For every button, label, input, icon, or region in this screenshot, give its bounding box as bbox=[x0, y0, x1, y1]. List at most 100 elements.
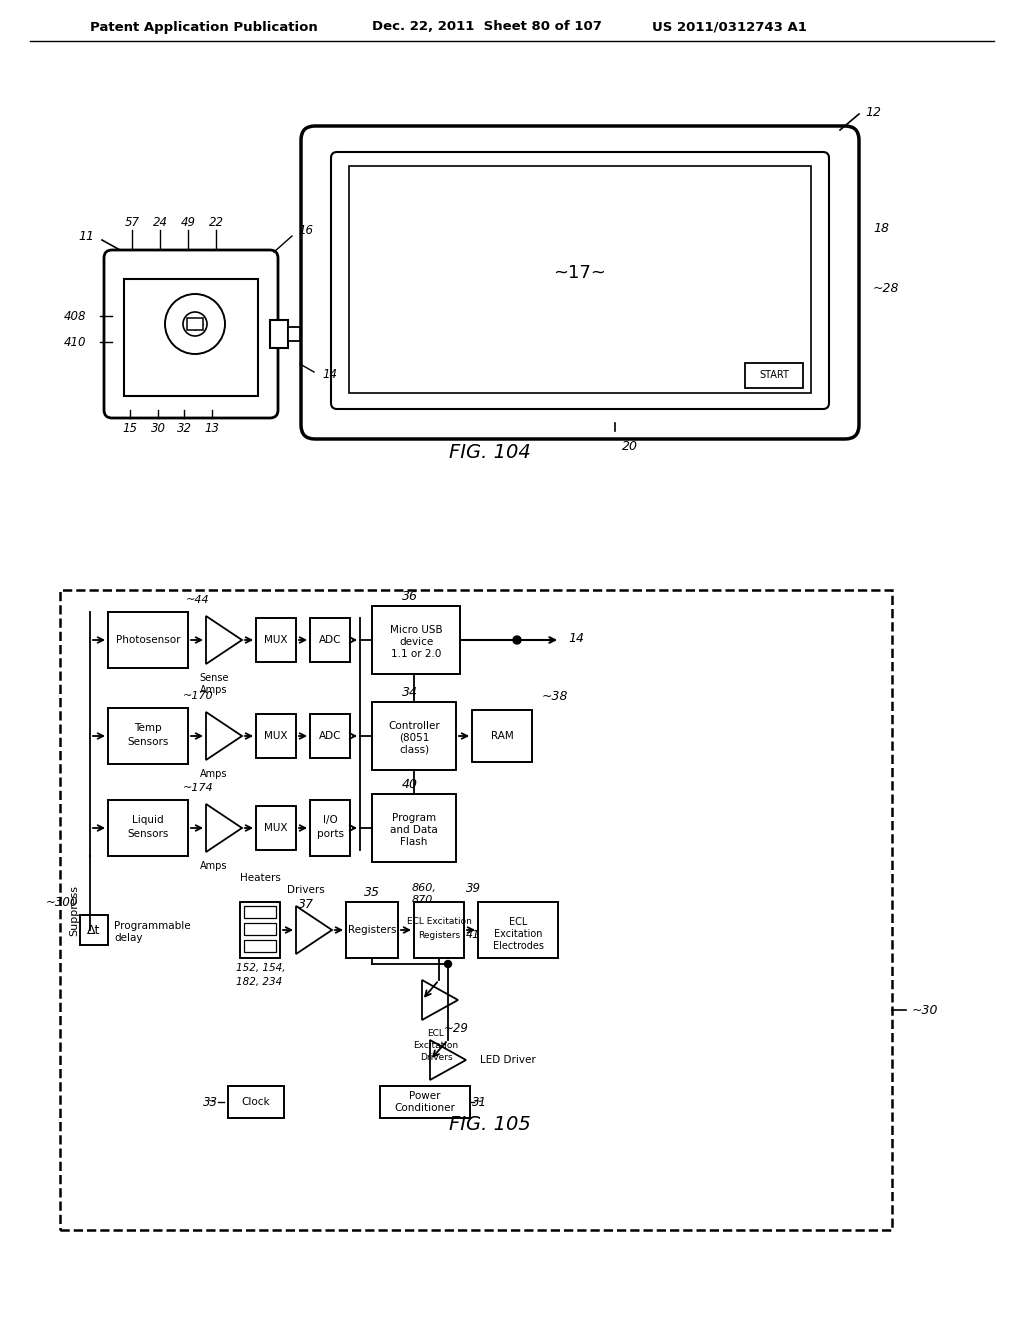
Text: and Data: and Data bbox=[390, 825, 438, 836]
Bar bbox=[288, 327, 300, 341]
Text: I/O: I/O bbox=[323, 814, 337, 825]
Text: 11: 11 bbox=[78, 230, 94, 243]
Text: 41: 41 bbox=[466, 931, 480, 940]
Text: Patent Application Publication: Patent Application Publication bbox=[90, 21, 317, 33]
Bar bbox=[228, 1086, 284, 1118]
Text: Sense: Sense bbox=[200, 673, 228, 682]
Text: Conditioner: Conditioner bbox=[394, 1104, 456, 1113]
Text: Drivers: Drivers bbox=[420, 1053, 453, 1063]
Text: 14: 14 bbox=[322, 367, 337, 380]
FancyBboxPatch shape bbox=[301, 125, 859, 440]
Text: Power: Power bbox=[410, 1092, 440, 1101]
Text: MUX: MUX bbox=[264, 635, 288, 645]
Text: 1.1 or 2.0: 1.1 or 2.0 bbox=[391, 649, 441, 659]
Text: Program: Program bbox=[392, 813, 436, 822]
Bar bbox=[80, 915, 108, 945]
Text: MUX: MUX bbox=[264, 731, 288, 741]
Text: Sensors: Sensors bbox=[127, 737, 169, 747]
Text: 34: 34 bbox=[402, 685, 418, 698]
Bar bbox=[256, 714, 296, 758]
Text: Excitation: Excitation bbox=[494, 929, 543, 939]
Text: ECL: ECL bbox=[509, 917, 527, 927]
Text: 870: 870 bbox=[412, 895, 433, 906]
Bar bbox=[108, 612, 188, 668]
Text: 14: 14 bbox=[568, 631, 584, 644]
Text: (8051: (8051 bbox=[398, 733, 429, 743]
Bar bbox=[478, 902, 558, 958]
Circle shape bbox=[513, 636, 521, 644]
Text: LED Driver: LED Driver bbox=[480, 1055, 536, 1065]
Text: Suppress: Suppress bbox=[69, 884, 79, 936]
Text: 31: 31 bbox=[472, 1096, 487, 1109]
Text: ECL: ECL bbox=[428, 1030, 444, 1039]
Text: 35: 35 bbox=[364, 886, 380, 899]
Bar bbox=[240, 902, 280, 958]
Text: FIG. 105: FIG. 105 bbox=[450, 1115, 530, 1134]
Text: 32: 32 bbox=[176, 421, 191, 434]
Bar bbox=[256, 807, 296, 850]
Bar bbox=[108, 800, 188, 855]
Text: ~38: ~38 bbox=[542, 689, 568, 702]
Text: delay: delay bbox=[114, 933, 142, 942]
Text: 37: 37 bbox=[298, 898, 314, 911]
Circle shape bbox=[444, 961, 452, 968]
Text: Sensors: Sensors bbox=[127, 829, 169, 840]
Bar bbox=[244, 940, 276, 952]
Text: Amps: Amps bbox=[201, 770, 227, 779]
Text: 12: 12 bbox=[865, 106, 881, 119]
Text: Amps: Amps bbox=[201, 861, 227, 871]
Bar bbox=[60, 590, 892, 1230]
Text: ~17~: ~17~ bbox=[554, 264, 606, 282]
Text: Clock: Clock bbox=[242, 1097, 270, 1107]
Text: ADC: ADC bbox=[318, 731, 341, 741]
Text: 22: 22 bbox=[209, 215, 223, 228]
Bar bbox=[372, 606, 460, 675]
Text: ports: ports bbox=[316, 829, 343, 840]
Text: ~28: ~28 bbox=[873, 281, 899, 294]
Text: 182, 234: 182, 234 bbox=[236, 977, 283, 987]
Bar bbox=[244, 906, 276, 917]
Bar bbox=[372, 795, 456, 862]
Text: US 2011/0312743 A1: US 2011/0312743 A1 bbox=[652, 21, 807, 33]
Text: Electrodes: Electrodes bbox=[493, 941, 544, 950]
Bar bbox=[380, 1086, 470, 1118]
Text: Registers: Registers bbox=[418, 931, 460, 940]
Text: Dec. 22, 2011  Sheet 80 of 107: Dec. 22, 2011 Sheet 80 of 107 bbox=[372, 21, 602, 33]
Bar bbox=[187, 318, 203, 330]
Text: 410: 410 bbox=[63, 335, 86, 348]
Text: 39: 39 bbox=[466, 882, 481, 895]
Text: Drivers: Drivers bbox=[287, 884, 325, 895]
Bar bbox=[108, 708, 188, 764]
Bar bbox=[745, 363, 803, 388]
Text: Programmable: Programmable bbox=[114, 921, 190, 931]
Text: ~29: ~29 bbox=[443, 1022, 468, 1035]
Text: Micro USB: Micro USB bbox=[390, 624, 442, 635]
Text: FIG. 104: FIG. 104 bbox=[450, 442, 530, 462]
Text: Photosensor: Photosensor bbox=[116, 635, 180, 645]
Text: 408: 408 bbox=[63, 309, 86, 322]
Text: START: START bbox=[759, 370, 788, 380]
Text: Liquid: Liquid bbox=[132, 814, 164, 825]
Text: 57: 57 bbox=[125, 215, 139, 228]
Text: 20: 20 bbox=[622, 441, 638, 454]
Text: ~44: ~44 bbox=[186, 595, 210, 605]
Text: Excitation: Excitation bbox=[414, 1041, 459, 1051]
Text: RAM: RAM bbox=[490, 731, 513, 741]
Bar bbox=[310, 800, 350, 855]
Text: Amps: Amps bbox=[201, 685, 227, 696]
Text: Controller: Controller bbox=[388, 721, 440, 731]
Bar bbox=[124, 279, 258, 396]
Text: Temp: Temp bbox=[134, 723, 162, 733]
Text: ~30: ~30 bbox=[912, 1003, 939, 1016]
Bar bbox=[310, 714, 350, 758]
Text: device: device bbox=[399, 638, 433, 647]
Text: ECL Excitation: ECL Excitation bbox=[407, 917, 471, 927]
FancyBboxPatch shape bbox=[104, 249, 278, 418]
Text: 36: 36 bbox=[402, 590, 418, 602]
Text: class): class) bbox=[399, 744, 429, 755]
Text: 15: 15 bbox=[123, 421, 137, 434]
Text: 152, 154,: 152, 154, bbox=[236, 964, 286, 973]
Bar bbox=[472, 710, 532, 762]
Text: MUX: MUX bbox=[264, 822, 288, 833]
Bar bbox=[310, 618, 350, 663]
